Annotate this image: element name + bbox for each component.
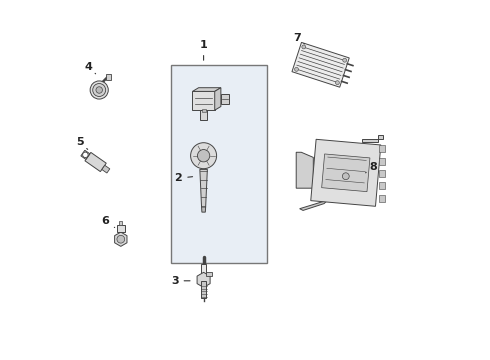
Polygon shape (296, 152, 313, 188)
Polygon shape (215, 88, 221, 110)
Polygon shape (299, 200, 327, 210)
Bar (117, 225, 124, 232)
Bar (200, 110, 207, 121)
Circle shape (90, 81, 108, 99)
Polygon shape (200, 170, 207, 207)
Circle shape (83, 152, 88, 158)
Bar (221, 94, 229, 104)
Polygon shape (321, 154, 370, 192)
Polygon shape (85, 152, 106, 172)
FancyBboxPatch shape (206, 272, 213, 276)
Polygon shape (81, 150, 90, 159)
Polygon shape (115, 232, 127, 246)
Circle shape (191, 143, 217, 169)
Polygon shape (102, 165, 110, 173)
Bar (106, 75, 111, 80)
Bar (201, 264, 206, 278)
Bar (201, 109, 206, 112)
Polygon shape (311, 139, 381, 206)
Bar (201, 281, 206, 298)
Text: 6: 6 (101, 216, 115, 228)
Polygon shape (201, 207, 206, 212)
Circle shape (302, 45, 306, 49)
Bar (379, 170, 385, 177)
Polygon shape (362, 135, 383, 142)
Polygon shape (197, 272, 210, 287)
Circle shape (117, 235, 124, 243)
Bar (119, 221, 122, 225)
Circle shape (294, 67, 298, 71)
Text: 5: 5 (76, 137, 88, 149)
Text: 7: 7 (294, 33, 304, 44)
Circle shape (343, 173, 349, 180)
Text: 8: 8 (366, 162, 377, 173)
Bar (379, 183, 385, 189)
Text: 1: 1 (200, 40, 207, 60)
Circle shape (336, 81, 340, 85)
Bar (171, 65, 267, 263)
Bar (379, 195, 385, 202)
Circle shape (93, 84, 106, 96)
Bar (379, 158, 385, 165)
Polygon shape (292, 42, 349, 87)
Bar (193, 91, 215, 110)
Circle shape (197, 149, 210, 162)
Polygon shape (193, 88, 221, 91)
Text: 4: 4 (84, 62, 96, 74)
Bar (379, 145, 385, 152)
Text: 3: 3 (171, 276, 190, 286)
Text: 2: 2 (174, 173, 193, 183)
Circle shape (343, 58, 346, 62)
Circle shape (96, 87, 102, 93)
